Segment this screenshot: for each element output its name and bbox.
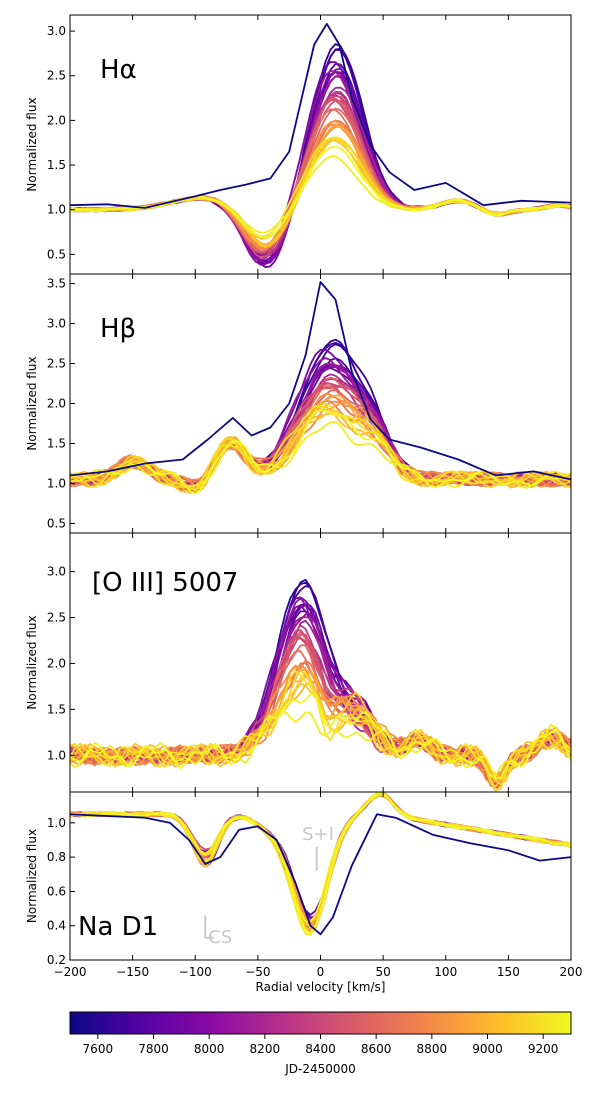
spectrum-line xyxy=(70,792,571,934)
halpha-x-ticks xyxy=(69,15,572,274)
halpha-ylabel: Normalized flux xyxy=(25,97,39,191)
x-tick-label: 100 xyxy=(434,965,457,979)
spectrum-line xyxy=(70,67,571,269)
oiii-ylabel: Normalized flux xyxy=(25,615,39,709)
nad1-annotations: S+I CS xyxy=(204,824,334,948)
nad1-y-axis: 0.2 0.4 0.6 0.8 1.0 xyxy=(47,816,75,967)
hbeta-spectra xyxy=(70,281,571,495)
x-tick-label: 50 xyxy=(375,965,390,979)
colorbar-tick-label: 8000 xyxy=(194,1042,225,1056)
colorbar-tick-label: 8600 xyxy=(361,1042,392,1056)
first-epoch-spectrum xyxy=(70,22,571,209)
colorbar-label: JD-2450000 xyxy=(284,1062,356,1076)
colorbar-tick-label: 9200 xyxy=(528,1042,559,1056)
spectrum-line xyxy=(70,107,571,248)
y-tick-label: 1.5 xyxy=(47,158,66,172)
oiii-x-ticks xyxy=(69,533,572,792)
oiii-y-axis: 1.0 1.5 2.0 2.5 3.0 xyxy=(47,565,75,762)
annotation-cs: CS xyxy=(208,927,232,948)
halpha-y-axis: 0.5 1.0 1.5 2.0 2.5 3.0 xyxy=(47,24,75,261)
colorbar-tick-label: 8400 xyxy=(305,1042,336,1056)
y-tick-label: 3.5 xyxy=(47,277,66,291)
y-tick-label: 1.0 xyxy=(47,748,66,762)
y-tick-label: 1.5 xyxy=(47,702,66,716)
spectrum-line xyxy=(70,692,571,780)
colorbar-tick-label: 9000 xyxy=(472,1042,503,1056)
y-tick-label: 2.5 xyxy=(47,610,66,624)
y-tick-label: 2.0 xyxy=(47,113,66,127)
colorbar-ticks: 7600 7800 8000 8200 8400 8600 8800 9000 9200 xyxy=(83,1034,559,1056)
y-tick-label: 3.0 xyxy=(47,24,66,38)
panel-hbeta: 0.5 1.0 1.5 2.0 2.5 3.0 3.5 Hβ Normalized flux xyxy=(25,273,572,534)
x-tick-label: 200 xyxy=(560,965,583,979)
spectrum-line xyxy=(70,119,571,249)
oiii-line-label: [O III] 5007 xyxy=(92,568,238,598)
hbeta-ylabel: Normalized flux xyxy=(25,356,39,450)
x-tick-labels: −200 −150 −100 −50 0 50 100 150 200 xyxy=(54,965,583,979)
panel-oiii: 1.0 1.5 2.0 2.5 3.0 [O III] 5007 Normalized … xyxy=(25,532,572,793)
x-tick-label: 0 xyxy=(317,965,325,979)
x-tick-label: −200 xyxy=(54,965,87,979)
nad1-line-label: Na D1 xyxy=(78,912,158,942)
y-tick-label: 1.0 xyxy=(47,476,66,490)
nad1-ylabel: Normalized flux xyxy=(25,829,39,923)
y-tick-label: 1.0 xyxy=(47,203,66,217)
colorbar: 7600 7800 8000 8200 8400 8600 8800 9000 9200 JD-… xyxy=(69,1011,572,1076)
spectrum-line xyxy=(70,75,571,257)
y-tick-label: 1.5 xyxy=(47,436,66,450)
x-tick-label: −150 xyxy=(116,965,149,979)
hbeta-line-label: Hβ xyxy=(100,314,136,344)
colorbar-tick-label: 8800 xyxy=(417,1042,448,1056)
y-tick-label: 2.5 xyxy=(47,357,66,371)
colorbar-tick-label: 7600 xyxy=(83,1042,114,1056)
hbeta-x-ticks xyxy=(69,274,572,533)
annotation-cs-marker xyxy=(204,915,215,939)
spectrum-line xyxy=(70,145,571,239)
x-axis-label: Radial velocity [km/s] xyxy=(256,980,386,994)
oiii-spectra xyxy=(70,578,571,792)
y-tick-label: 2.5 xyxy=(47,69,66,83)
y-tick-label: 0.8 xyxy=(47,850,66,864)
spectrum-line xyxy=(70,792,571,923)
y-tick-label: 0.2 xyxy=(47,953,66,967)
y-tick-label: 1.0 xyxy=(47,816,66,830)
y-tick-label: 3.0 xyxy=(47,317,66,331)
panel-nad1: S+I CS 0.2 0.4 0.6 0.8 1.0 −200 −150 −100 −50 0 50… xyxy=(25,791,583,979)
spectrum-line xyxy=(70,421,571,489)
y-tick-label: 0.6 xyxy=(47,884,66,898)
first-epoch-spectrum xyxy=(70,281,571,481)
y-tick-label: 2.0 xyxy=(47,656,66,670)
y-tick-label: 2.0 xyxy=(47,397,66,411)
spectrum-line xyxy=(70,95,571,254)
y-tick-label: 0.5 xyxy=(47,247,66,261)
y-tick-label: 0.5 xyxy=(47,516,66,530)
x-tick-label: −50 xyxy=(245,965,270,979)
spectrum-line xyxy=(70,710,571,777)
halpha-line-label: Hα xyxy=(100,55,137,85)
x-tick-label: 150 xyxy=(497,965,520,979)
first-epoch-spectrum xyxy=(70,813,571,936)
hbeta-y-axis: 0.5 1.0 1.5 2.0 2.5 3.0 3.5 xyxy=(47,277,75,530)
panel-halpha: 0.5 1.0 1.5 2.0 2.5 3.0 Hα Normalized flux xyxy=(25,14,572,275)
y-tick-label: 0.4 xyxy=(47,919,66,933)
colorbar-tick-label: 8200 xyxy=(250,1042,281,1056)
nad1-x-ticks xyxy=(69,792,572,960)
halpha-spectra xyxy=(70,22,571,269)
x-tick-label: −100 xyxy=(179,965,212,979)
spectrum-line xyxy=(70,155,571,234)
spectrum-line xyxy=(70,664,571,785)
nad1-spectra xyxy=(70,792,571,936)
annotation-s-plus-i: S+I xyxy=(302,824,334,845)
colorbar-tick-label: 7800 xyxy=(138,1042,169,1056)
colorbar-gradient xyxy=(70,1012,571,1034)
y-tick-label: 3.0 xyxy=(47,565,66,579)
